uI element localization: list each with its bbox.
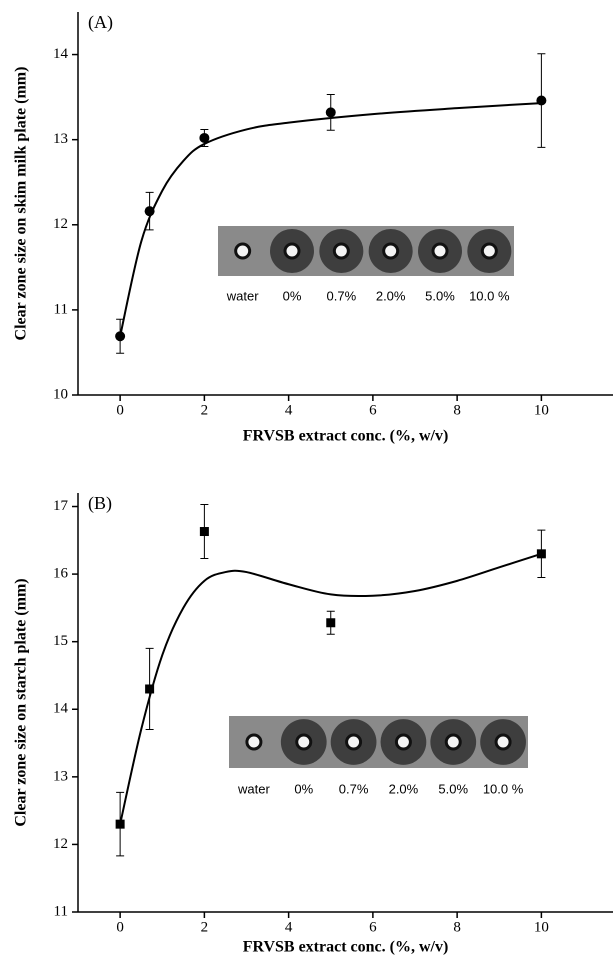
fit-curve	[119, 552, 542, 825]
marker	[536, 95, 547, 106]
well	[480, 242, 498, 260]
marker	[326, 618, 336, 628]
inset-label: 10.0 %	[483, 781, 524, 796]
y-tick-label: 14	[53, 46, 69, 62]
inset-label: 0%	[283, 288, 302, 303]
well	[431, 242, 449, 260]
x-axis-title: FRVSB extract conc. (%, w/v)	[243, 428, 449, 445]
inset-label: water	[226, 288, 259, 303]
well	[444, 733, 462, 751]
inset-label: water	[237, 781, 270, 796]
inset-label: 0.7%	[339, 781, 369, 796]
x-tick-label: 2	[201, 919, 209, 935]
x-tick-label: 4	[285, 402, 293, 418]
marker	[199, 527, 209, 537]
y-tick-label: 14	[53, 701, 69, 717]
well	[382, 242, 400, 260]
x-tick-label: 0	[116, 402, 124, 418]
marker	[199, 132, 210, 143]
inset-label: 0%	[294, 781, 313, 796]
marker	[536, 549, 546, 559]
y-axis-title: Clear zone size on starch plate (mm)	[13, 578, 30, 826]
well	[394, 733, 412, 751]
y-tick-label: 13	[53, 768, 68, 784]
x-tick-label: 6	[369, 919, 377, 935]
y-axis-title: Clear zone size on skim milk plate (mm)	[13, 67, 30, 341]
inset-label: 5.0%	[438, 781, 468, 796]
x-tick-label: 2	[201, 402, 209, 418]
panel-label: (B)	[88, 493, 112, 514]
x-tick-label: 6	[369, 402, 377, 418]
panel-label: (A)	[88, 12, 113, 33]
well	[332, 242, 350, 260]
marker	[115, 819, 125, 829]
inset-label: 10.0 %	[469, 288, 510, 303]
y-tick-label: 11	[54, 903, 68, 919]
y-tick-label: 11	[54, 301, 68, 317]
y-tick-label: 12	[53, 216, 68, 232]
y-tick-label: 15	[53, 633, 68, 649]
inset-photo	[229, 716, 528, 768]
marker	[325, 107, 336, 118]
y-tick-label: 13	[53, 131, 68, 147]
well	[345, 733, 363, 751]
x-tick-label: 10	[534, 402, 549, 418]
x-tick-label: 10	[534, 919, 549, 935]
inset-label: 2.0%	[389, 781, 419, 796]
marker	[145, 684, 155, 694]
well	[245, 733, 263, 751]
well	[283, 242, 301, 260]
inset-label: 0.7%	[327, 288, 357, 303]
y-tick-label: 12	[53, 836, 68, 852]
marker	[115, 331, 126, 342]
well	[234, 242, 252, 260]
well	[494, 733, 512, 751]
x-tick-label: 8	[453, 402, 461, 418]
inset-photo	[218, 226, 514, 276]
y-tick-label: 17	[53, 498, 69, 514]
x-tick-label: 8	[453, 919, 461, 935]
well	[295, 733, 313, 751]
y-tick-label: 10	[53, 386, 68, 402]
marker	[144, 206, 155, 217]
x-tick-label: 0	[116, 919, 124, 935]
inset-label: 2.0%	[376, 288, 406, 303]
x-tick-label: 4	[285, 919, 293, 935]
y-tick-label: 16	[53, 566, 69, 582]
inset-label: 5.0%	[425, 288, 455, 303]
x-axis-title: FRVSB extract conc. (%, w/v)	[243, 939, 449, 956]
